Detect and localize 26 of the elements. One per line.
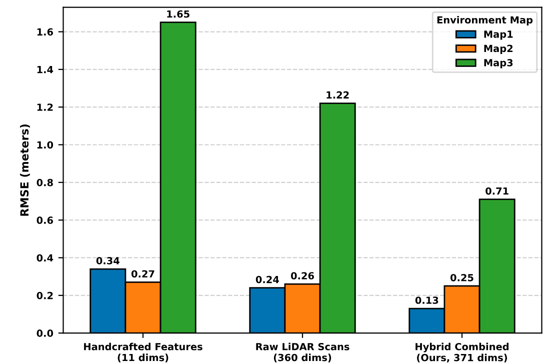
x-tick-label: Hybrid Combined (Ours, 371 dims)	[416, 342, 508, 363]
y-axis-title: RMSE (meters)	[20, 124, 30, 216]
data-label: 0.71	[486, 187, 508, 195]
y-tick-label: 1.0	[37, 141, 54, 149]
legend-label: Map2	[484, 44, 512, 54]
legend-label: Map1	[484, 30, 513, 40]
data-label: 1.22	[326, 91, 349, 99]
y-tick-label: 0.8	[36, 178, 53, 186]
data-label: 0.27	[131, 270, 154, 278]
data-label: 0.26	[290, 272, 314, 280]
data-label: 0.13	[415, 296, 438, 304]
y-tick-label: 1.4	[37, 66, 54, 74]
y-tick-label: 0.6	[36, 216, 54, 224]
data-label: 0.24	[256, 276, 279, 284]
y-tick-label: 0.0	[36, 330, 54, 337]
y-tick-label: 0.2	[36, 292, 53, 300]
legend-title: Environment Map	[437, 16, 533, 26]
legend-label: Map3	[484, 59, 513, 68]
y-tick-label: 1.2	[37, 104, 53, 111]
data-label: 1.65	[167, 10, 190, 18]
x-tick-label: Raw LiDAR Scans (360 dims)	[256, 342, 350, 362]
y-tick-label: 1.6	[37, 28, 54, 36]
data-label: 0.25	[450, 274, 474, 282]
y-tick-label: 0.4	[36, 254, 54, 262]
x-tick-label: Handcrafted Features (11 dims)	[84, 342, 202, 362]
data-label: 0.34	[96, 257, 120, 264]
